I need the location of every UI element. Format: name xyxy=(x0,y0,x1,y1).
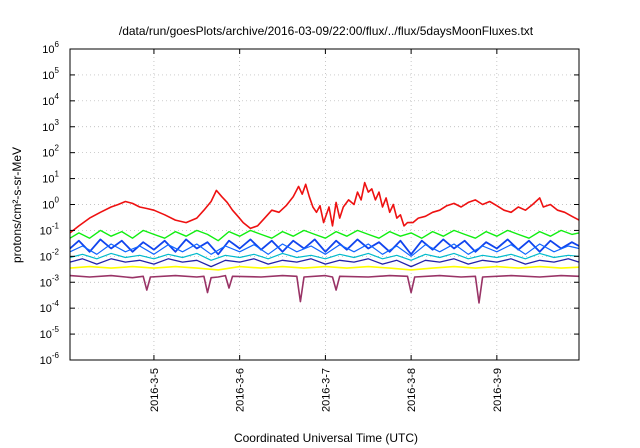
series-line-8 xyxy=(69,274,580,304)
y-tick-label: 103 xyxy=(42,118,59,134)
y-tick-label: 10-3 xyxy=(40,273,60,289)
series-group xyxy=(69,181,580,304)
y-axis: 10-6 10-5 10-4 10-3 10-2 10-1 100 101 102 103 104 1… xyxy=(40,40,579,367)
series-line-7 xyxy=(69,265,580,271)
y-tick-label: 10-4 xyxy=(40,299,60,315)
series-line-4 xyxy=(69,243,580,257)
series-line-6 xyxy=(69,258,580,268)
series-line-3 xyxy=(69,238,580,256)
y-tick-label: 10-6 xyxy=(40,351,60,367)
y-tick-label: 10-2 xyxy=(40,247,60,263)
chart-title: /data/run/goesPlots/archive/2016-03-09/2… xyxy=(119,24,534,38)
y-tick-label: 105 xyxy=(42,66,59,82)
x-tick-label: 2016-3-5 xyxy=(149,368,161,412)
x-axis-label: Coordinated Universal Time (UTC) xyxy=(234,431,418,445)
x-tick-label: 2016-3-8 xyxy=(406,368,418,412)
y-tick-label: 101 xyxy=(42,170,59,186)
x-axis: 2016-3-5 2016-3-6 2016-3-7 2016-3-8 2016-3-9 xyxy=(149,49,504,412)
series-line-2 xyxy=(69,229,580,242)
series-line-5 xyxy=(69,252,580,261)
x-tick-label: 2016-3-9 xyxy=(492,368,504,412)
y-tick-label: 104 xyxy=(42,92,59,108)
y-tick-label: 102 xyxy=(42,144,59,160)
x-tick-label: 2016-3-7 xyxy=(320,368,332,412)
grid-lines xyxy=(70,49,579,360)
x-tick-label: 2016-3-6 xyxy=(235,368,247,412)
y-tick-label: 10-1 xyxy=(40,221,60,237)
y-tick-label: 100 xyxy=(42,196,59,212)
y-tick-label: 106 xyxy=(42,40,59,56)
series-line-1 xyxy=(69,181,580,234)
y-axis-label: protons/cm²-s-sr-MeV xyxy=(10,147,24,263)
y-tick-label: 10-5 xyxy=(40,325,60,341)
